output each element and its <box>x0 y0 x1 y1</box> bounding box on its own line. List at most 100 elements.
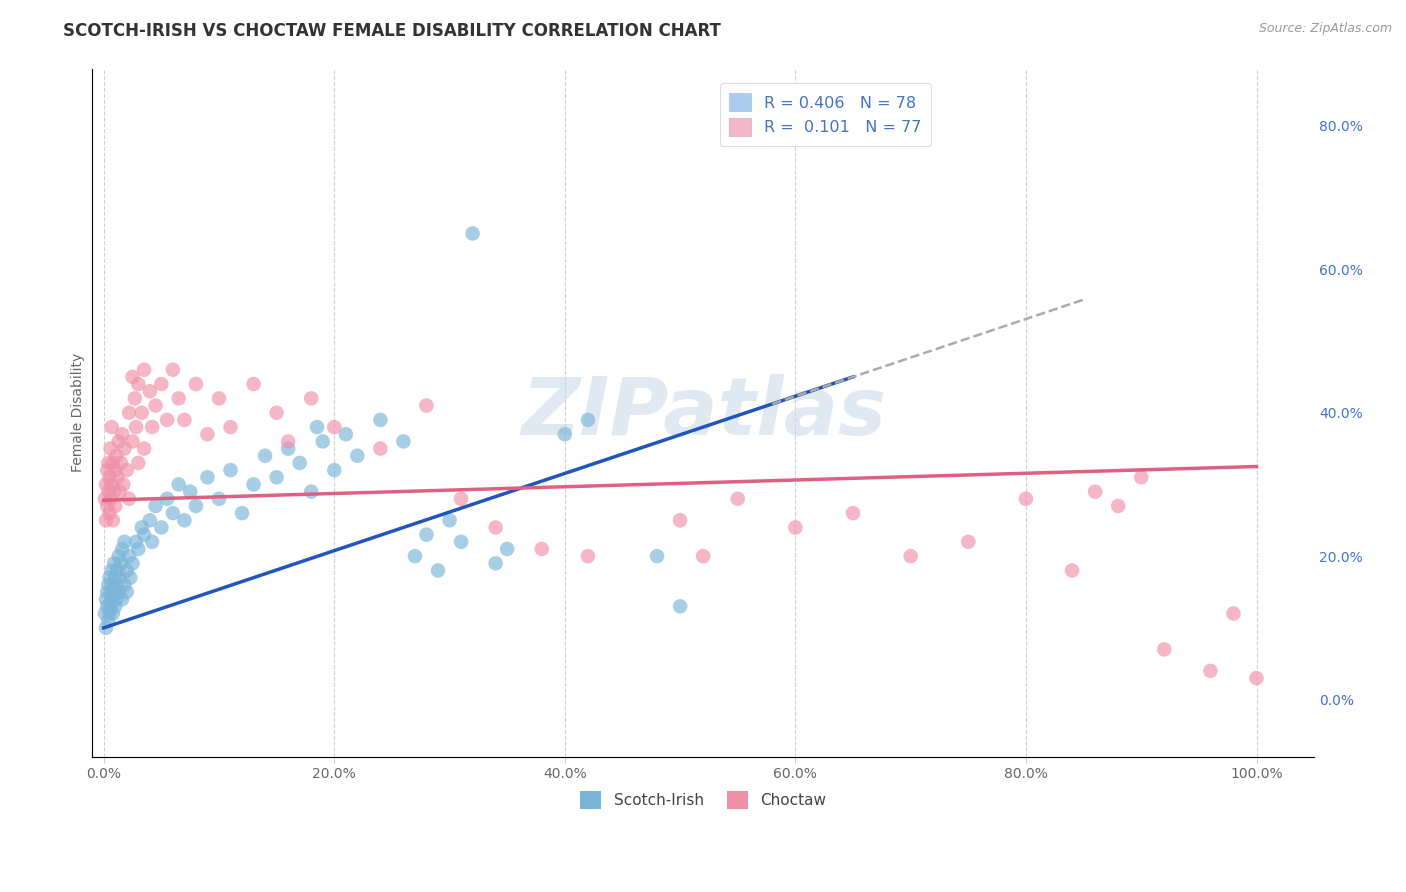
Point <box>208 392 231 406</box>
Point <box>101 477 124 491</box>
Point <box>120 571 142 585</box>
Point <box>900 549 922 563</box>
Point <box>1084 484 1107 499</box>
Point <box>277 434 299 449</box>
Point <box>98 571 121 585</box>
Point <box>197 427 219 442</box>
Point <box>485 520 508 534</box>
Point <box>96 599 118 614</box>
Point <box>100 585 122 599</box>
Point <box>842 506 865 520</box>
Point <box>104 571 127 585</box>
Point <box>167 392 190 406</box>
Point <box>121 557 143 571</box>
Point <box>427 564 450 578</box>
Point <box>415 399 437 413</box>
Point <box>156 491 179 506</box>
Point <box>103 484 125 499</box>
Point <box>124 392 146 406</box>
Point <box>105 578 128 592</box>
Point <box>107 585 129 599</box>
Point <box>104 599 127 614</box>
Point <box>184 377 207 392</box>
Point <box>242 477 264 491</box>
Point <box>127 377 149 392</box>
Point <box>97 456 120 470</box>
Point <box>97 578 120 592</box>
Point <box>404 549 426 563</box>
Point <box>111 592 134 607</box>
Point <box>94 477 117 491</box>
Point <box>645 549 668 563</box>
Point <box>100 442 122 456</box>
Legend: Scotch-Irish, Choctaw: Scotch-Irish, Choctaw <box>574 785 832 814</box>
Point <box>115 564 138 578</box>
Point <box>415 527 437 541</box>
Point <box>162 506 184 520</box>
Point <box>530 541 553 556</box>
Point <box>111 427 134 442</box>
Point <box>114 442 136 456</box>
Point <box>173 413 195 427</box>
Point <box>669 599 692 614</box>
Point <box>1060 564 1083 578</box>
Point <box>107 549 129 563</box>
Point <box>554 427 576 442</box>
Point <box>145 399 167 413</box>
Point <box>96 499 118 513</box>
Point <box>141 420 163 434</box>
Point <box>277 442 299 456</box>
Point <box>107 470 129 484</box>
Point <box>108 484 131 499</box>
Point <box>323 463 346 477</box>
Point <box>150 520 173 534</box>
Point <box>131 520 153 534</box>
Point <box>346 449 368 463</box>
Point <box>692 549 714 563</box>
Y-axis label: Female Disability: Female Disability <box>72 353 86 473</box>
Point <box>299 484 322 499</box>
Point <box>1222 607 1244 621</box>
Point <box>101 456 124 470</box>
Point <box>110 557 132 571</box>
Point <box>121 434 143 449</box>
Point <box>669 513 692 527</box>
Point <box>957 534 980 549</box>
Point <box>98 506 121 520</box>
Point <box>576 413 599 427</box>
Point <box>576 549 599 563</box>
Point <box>1130 470 1153 484</box>
Point <box>112 477 135 491</box>
Point <box>266 406 288 420</box>
Point <box>439 513 461 527</box>
Point <box>118 549 141 563</box>
Point <box>179 484 201 499</box>
Point <box>100 491 122 506</box>
Point <box>392 434 415 449</box>
Point <box>727 491 749 506</box>
Point <box>288 456 311 470</box>
Point <box>370 413 392 427</box>
Point <box>312 434 335 449</box>
Point <box>127 541 149 556</box>
Point <box>197 470 219 484</box>
Point <box>208 491 231 506</box>
Point <box>461 227 484 241</box>
Point <box>96 463 118 477</box>
Point <box>139 384 162 399</box>
Point <box>132 362 155 376</box>
Point <box>132 442 155 456</box>
Point <box>97 614 120 628</box>
Point <box>101 592 124 607</box>
Point <box>114 534 136 549</box>
Point <box>125 534 148 549</box>
Point <box>156 413 179 427</box>
Point <box>104 463 127 477</box>
Point <box>94 513 117 527</box>
Point <box>173 513 195 527</box>
Point <box>121 370 143 384</box>
Point <box>98 470 121 484</box>
Point <box>118 491 141 506</box>
Point <box>103 585 125 599</box>
Point <box>101 420 124 434</box>
